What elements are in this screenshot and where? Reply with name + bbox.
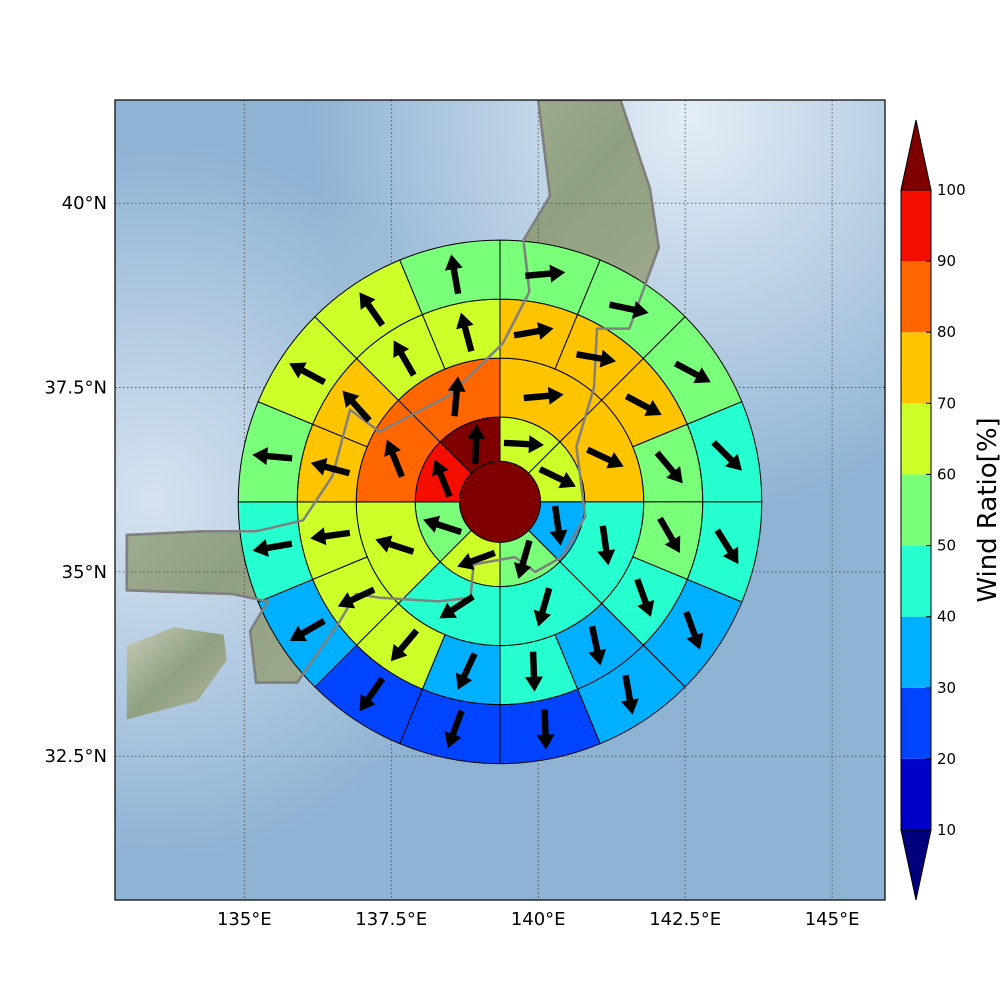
coastline-overlay	[125, 100, 660, 684]
lon-tick-label: 145°E	[805, 909, 860, 930]
wind-arrow	[673, 360, 711, 384]
wind-arrow	[608, 300, 649, 319]
coastline-over-sectors	[125, 100, 660, 684]
wind-arrow	[654, 450, 683, 484]
wind-arrow	[533, 587, 553, 627]
wind-arrow	[597, 525, 616, 566]
wind-arrow	[536, 709, 555, 750]
wind-arrow	[634, 578, 655, 617]
wind-arrow	[588, 625, 607, 666]
wind-arrow	[549, 505, 568, 546]
colorbar: 10 20 30 40 50 60 70 80 90 100	[900, 119, 966, 901]
wind-arrow	[624, 393, 662, 416]
wind-arrow	[337, 586, 376, 609]
wind-arrow	[456, 312, 475, 353]
colorbar-tick-label: 80	[937, 323, 956, 341]
wind-arrows	[252, 254, 742, 750]
wind-arrow	[359, 292, 386, 327]
wind-arrow	[657, 516, 681, 553]
wind-arrow	[289, 618, 326, 642]
shikoku-land	[126, 627, 227, 720]
wind-arrow	[310, 458, 351, 477]
colorbar-segment	[901, 190, 931, 262]
colorbar-tick-label: 30	[937, 679, 956, 697]
lat-tick-label: 37.5°N	[44, 378, 107, 399]
colorbar-segment	[901, 758, 931, 830]
wind-arrow	[523, 386, 564, 405]
wind-arrow	[444, 709, 465, 749]
wind-arrow	[503, 435, 544, 454]
lat-tick-label: 40°N	[62, 193, 107, 214]
wind-arrow	[310, 527, 351, 546]
wind-sector	[399, 239, 501, 316]
wind-arrow	[525, 264, 566, 283]
colorbar-frame	[900, 189, 932, 831]
colorbar-tick-label: 100	[937, 181, 966, 199]
lon-tick-label: 137.5°E	[355, 909, 427, 930]
colorbar-segment	[901, 261, 931, 333]
colorbar-tick-label: 60	[937, 465, 956, 483]
colorbar-segment	[901, 403, 931, 475]
colorbar-tick-label: 90	[937, 252, 956, 270]
wind-arrow	[393, 340, 417, 377]
wind-arrow	[252, 539, 293, 557]
wind-arrow	[467, 423, 486, 465]
wind-arrow	[390, 628, 420, 662]
colorbar-segment	[901, 545, 931, 617]
colorbar-tick-label: 20	[937, 750, 956, 768]
wind-arrow	[621, 674, 639, 715]
map-frame	[114, 99, 886, 901]
longitude-tick-labels: 135°E 137.5°E 140°E 142.5°E 145°E	[217, 909, 860, 930]
colorbar-title: Wind Ratio[%]	[973, 417, 1000, 602]
wind-arrow	[683, 610, 704, 650]
wind-arrow	[586, 446, 624, 469]
colorbar-tick-label: 10	[937, 821, 956, 839]
colorbar-segment	[901, 616, 931, 688]
wind-arrow	[359, 676, 386, 712]
lon-tick-label: 140°E	[511, 909, 566, 930]
wind-arrow	[384, 439, 405, 478]
lon-tick-label: 135°E	[217, 909, 272, 930]
lat-tick-label: 32.5°N	[44, 746, 107, 767]
wind-arrow	[431, 459, 453, 498]
colorbar-tick-label: 50	[937, 537, 956, 555]
wind-arrow	[711, 440, 742, 471]
wind-arrow	[447, 376, 466, 417]
colorbar-tick-label: 70	[937, 394, 956, 412]
colorbar-over-extension	[900, 119, 932, 191]
wind-arrow	[375, 535, 415, 555]
wind-arrow	[576, 349, 616, 368]
wind-arrow	[439, 593, 475, 619]
wind-arrow	[342, 390, 372, 423]
colorbar-segment	[901, 332, 931, 404]
wind-arrow	[423, 515, 463, 536]
wind-arrow	[457, 549, 496, 570]
wind-arrow	[289, 362, 327, 386]
wind-arrow	[524, 651, 543, 692]
wind-arrow	[513, 322, 554, 340]
colorbar-segment	[901, 474, 931, 546]
wind-arrow	[538, 466, 576, 489]
wind-arrow	[444, 254, 463, 295]
colorbar-under-extension	[900, 829, 932, 901]
map-panel	[114, 99, 886, 901]
lat-tick-label: 35°N	[62, 562, 107, 583]
latitude-tick-labels: 40°N 37.5°N 35°N 32.5°N	[44, 193, 107, 767]
wind-arrow	[252, 447, 293, 466]
wind-arrow	[513, 539, 533, 579]
wind-arrow	[714, 528, 739, 565]
lon-tick-label: 142.5°E	[649, 909, 721, 930]
wind-arrow	[455, 652, 478, 690]
colorbar-tick-label: 40	[937, 608, 956, 626]
colorbar-segment	[901, 687, 931, 759]
